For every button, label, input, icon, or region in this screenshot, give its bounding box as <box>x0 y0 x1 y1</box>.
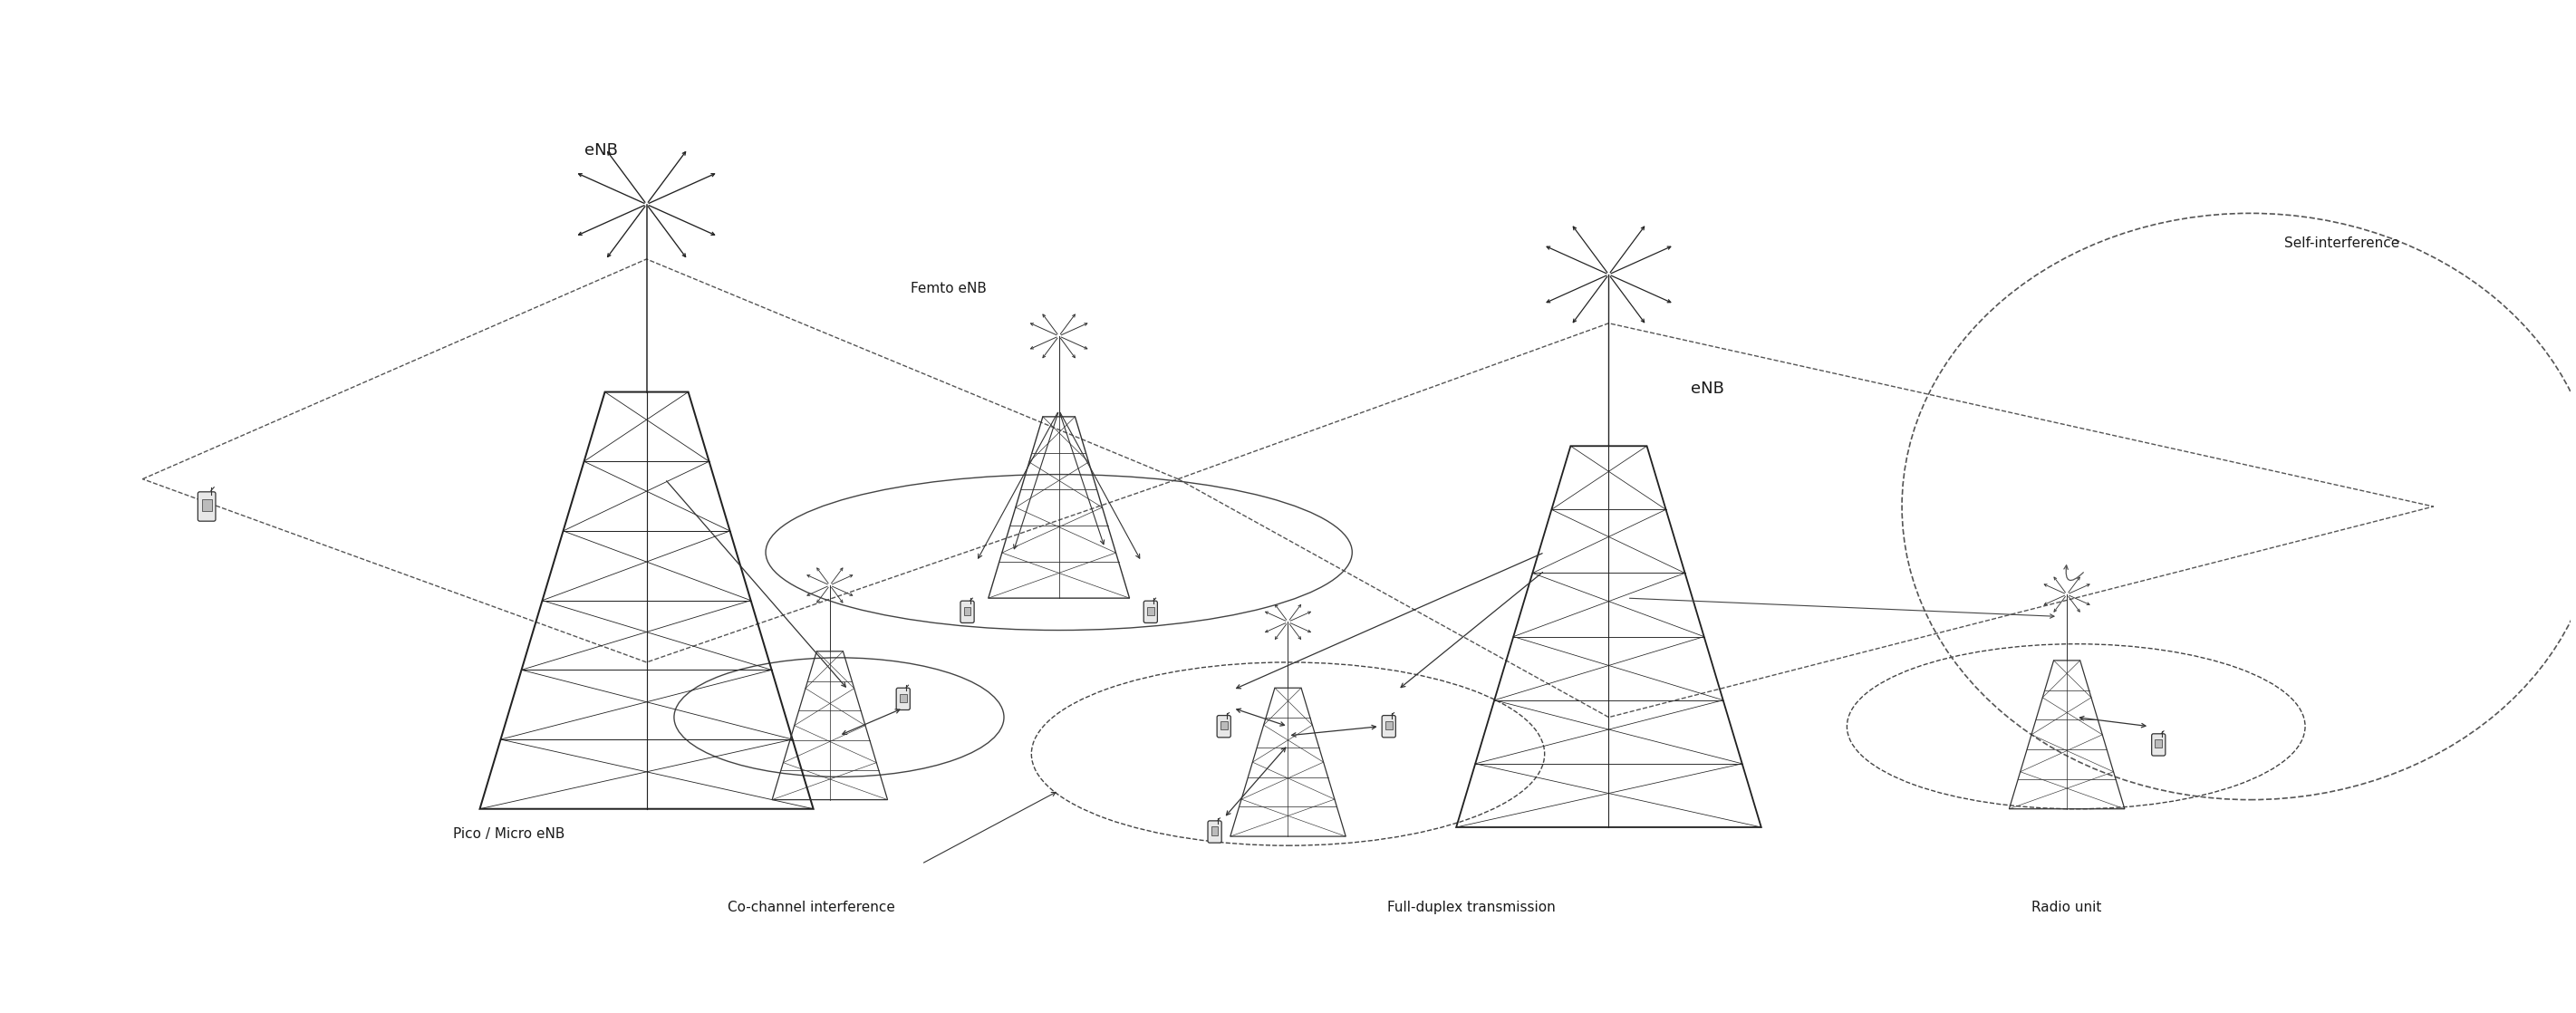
Bar <box>1146 607 1154 615</box>
Bar <box>1221 721 1226 729</box>
Bar <box>1211 827 1218 835</box>
Text: Co-channel interference: Co-channel interference <box>729 901 896 914</box>
FancyBboxPatch shape <box>1381 715 1396 737</box>
FancyBboxPatch shape <box>961 601 974 623</box>
FancyBboxPatch shape <box>2151 733 2166 756</box>
Bar <box>963 607 971 615</box>
Bar <box>1386 721 1391 729</box>
FancyBboxPatch shape <box>1144 601 1157 623</box>
Text: eNB: eNB <box>1692 380 1723 396</box>
Text: Self-interference: Self-interference <box>2285 236 2398 250</box>
Text: Radio unit: Radio unit <box>2032 901 2102 914</box>
Bar <box>2156 739 2161 748</box>
FancyBboxPatch shape <box>198 492 216 521</box>
Text: eNB: eNB <box>585 142 618 158</box>
FancyBboxPatch shape <box>1208 821 1221 843</box>
FancyBboxPatch shape <box>1216 715 1231 737</box>
Text: Femto eNB: Femto eNB <box>912 283 987 296</box>
FancyBboxPatch shape <box>896 688 909 710</box>
Bar <box>201 499 211 511</box>
Bar <box>899 694 907 702</box>
Text: Pico / Micro eNB: Pico / Micro eNB <box>453 828 564 841</box>
Text: Full-duplex transmission: Full-duplex transmission <box>1386 901 1556 914</box>
